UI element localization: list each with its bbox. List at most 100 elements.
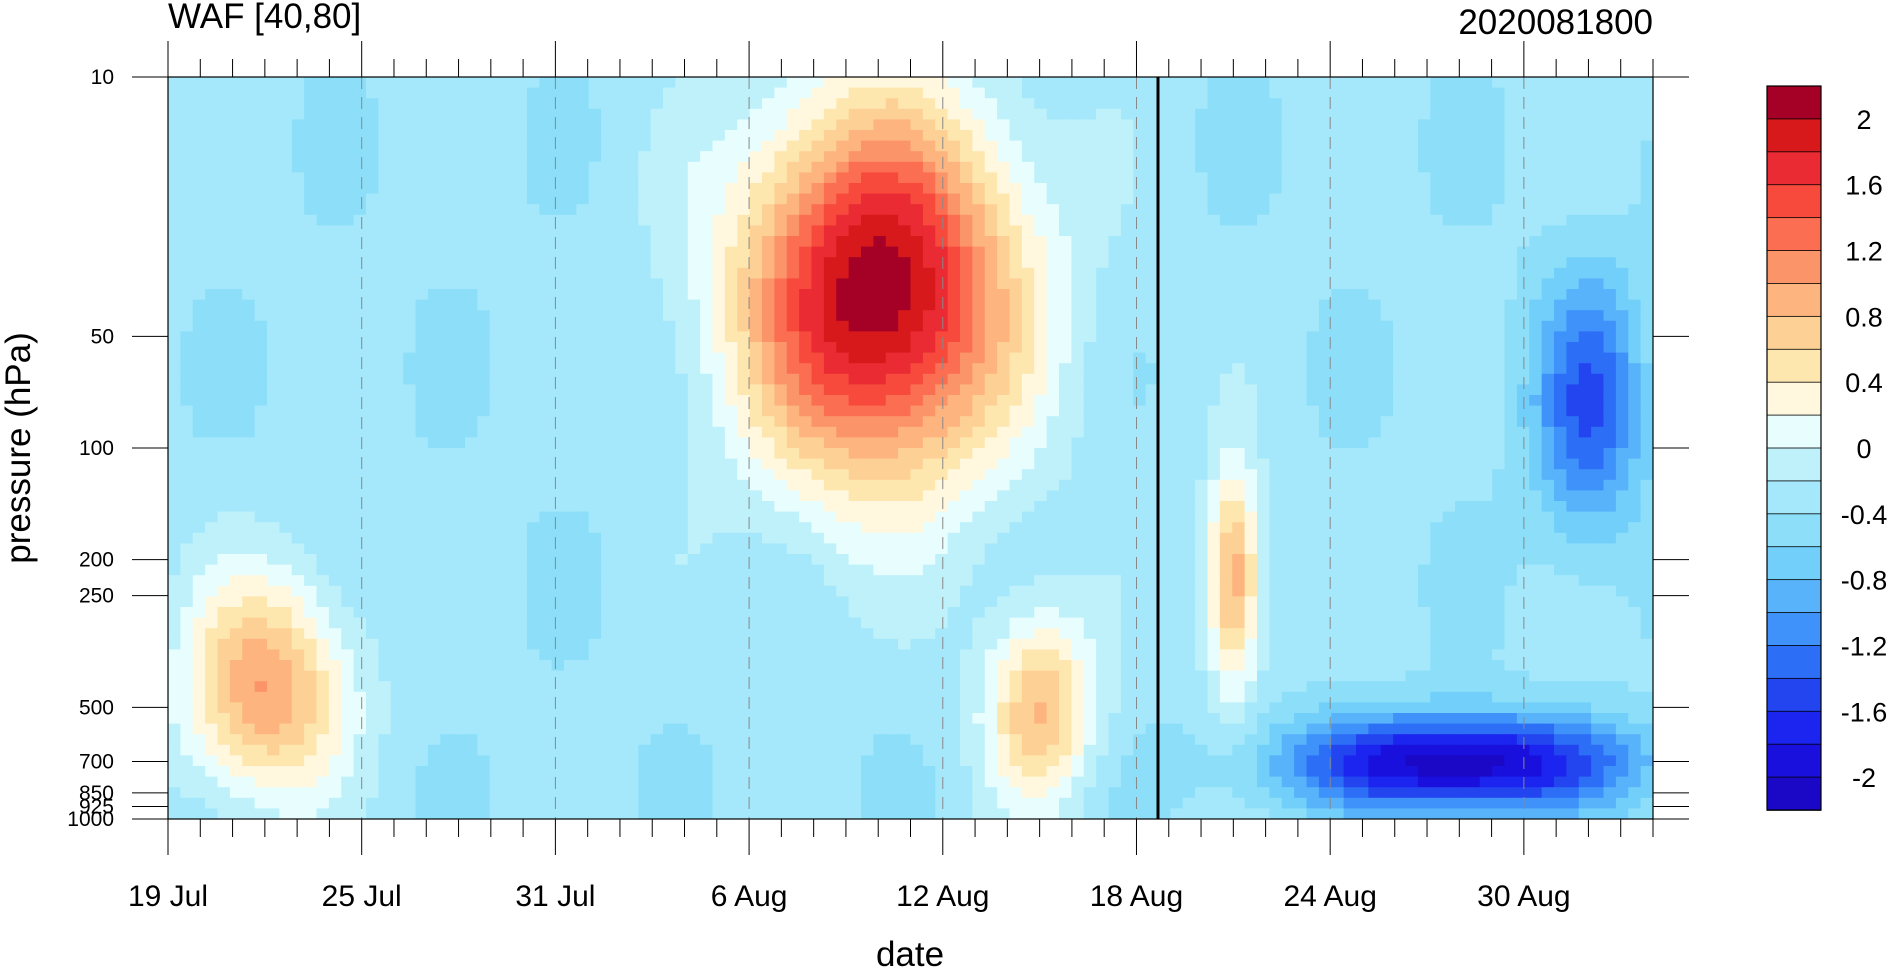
field-cell: [1479, 373, 1493, 385]
field-cell: [997, 416, 1011, 428]
field-cell: [1479, 395, 1493, 407]
field-cell: [415, 172, 429, 184]
field-cell: [1244, 130, 1258, 142]
field-cell: [687, 501, 701, 513]
field-cell: [304, 289, 318, 301]
field-cell: [1306, 87, 1320, 99]
field-cell: [1108, 373, 1122, 385]
field-cell: [910, 416, 924, 428]
field-cell: [1356, 448, 1369, 460]
field-cell: [440, 405, 454, 417]
field-cell: [168, 246, 181, 258]
field-cell: [650, 130, 664, 142]
field-cell: [279, 448, 293, 460]
field-cell: [910, 214, 924, 226]
field-cell: [885, 310, 899, 322]
field-cell: [997, 395, 1011, 407]
field-cell: [811, 151, 825, 163]
field-cell: [675, 448, 689, 460]
field-cell: [1009, 331, 1023, 343]
field-cell: [1009, 236, 1023, 248]
field-cell: [935, 395, 949, 407]
field-cell: [984, 448, 998, 460]
field-cell: [1046, 130, 1060, 142]
field-cell: [1021, 437, 1035, 449]
field-cell: [823, 342, 837, 354]
field-cell: [1417, 108, 1431, 120]
field-cell: [217, 384, 231, 396]
field-cell: [873, 119, 887, 131]
field-cell: [1554, 299, 1567, 311]
field-cell: [922, 437, 936, 449]
field-cell: [1219, 151, 1233, 163]
field-cell: [1096, 87, 1110, 99]
field-cell: [749, 511, 763, 523]
field-cell: [1158, 426, 1171, 438]
field-cell: [551, 384, 565, 396]
field-cell: [1554, 214, 1567, 226]
field-cell: [922, 426, 936, 438]
field-cell: [997, 299, 1011, 311]
field-cell: [1516, 183, 1530, 195]
field-cell: [1009, 98, 1023, 110]
field-cell: [1479, 119, 1493, 131]
field-cell: [1393, 469, 1407, 481]
field-cell: [564, 161, 577, 173]
field-cell: [1195, 204, 1209, 216]
field-cell: [254, 310, 268, 322]
field-cell: [440, 278, 454, 290]
field-cell: [960, 108, 973, 120]
field-cell: [316, 405, 330, 417]
field-cell: [724, 204, 738, 216]
field-cell: [1504, 501, 1518, 513]
field-cell: [1417, 437, 1431, 449]
field-cell: [663, 151, 676, 163]
field-cell: [700, 257, 714, 269]
field-cell: [749, 225, 763, 237]
field-cell: [1566, 151, 1580, 163]
field-cell: [898, 204, 912, 216]
field-cell: [1318, 384, 1332, 396]
field-cell: [786, 331, 800, 343]
field-cell: [1479, 278, 1493, 290]
field-cell: [663, 511, 676, 523]
field-cell: [922, 490, 936, 502]
field-cell: [1356, 183, 1369, 195]
field-cell: [1145, 289, 1159, 301]
field-cell: [180, 257, 194, 269]
field-cell: [514, 151, 528, 163]
field-cell: [1071, 437, 1085, 449]
field-cell: [1034, 151, 1048, 163]
field-cell: [1541, 342, 1555, 354]
field-cell: [440, 299, 454, 311]
field-cell: [786, 87, 800, 99]
field-cell: [1096, 204, 1110, 216]
field-cell: [1368, 214, 1382, 226]
field-cell: [242, 151, 256, 163]
field-cell: [687, 310, 701, 322]
field-cell: [366, 299, 379, 311]
field-cell: [1071, 448, 1085, 460]
field-cell: [737, 225, 751, 237]
field-cell: [1145, 416, 1159, 428]
field-cell: [217, 448, 231, 460]
field-cell: [1430, 342, 1444, 354]
field-cell: [539, 490, 553, 502]
field-cell: [774, 108, 788, 120]
field-cell: [291, 490, 305, 502]
field-cell: [477, 246, 491, 258]
field-cell: [1195, 98, 1209, 110]
field-cell: [168, 437, 181, 449]
field-cell: [192, 246, 206, 258]
field-cell: [415, 119, 429, 131]
field-cell: [1393, 331, 1407, 343]
field-cell: [1021, 469, 1035, 481]
field-cell: [724, 426, 738, 438]
field-cell: [910, 395, 924, 407]
field-cell: [353, 501, 367, 513]
field-cell: [1145, 331, 1159, 343]
field-cell: [712, 416, 726, 428]
field-cell: [613, 342, 627, 354]
field-cell: [1269, 278, 1283, 290]
field-cell: [1578, 161, 1592, 173]
